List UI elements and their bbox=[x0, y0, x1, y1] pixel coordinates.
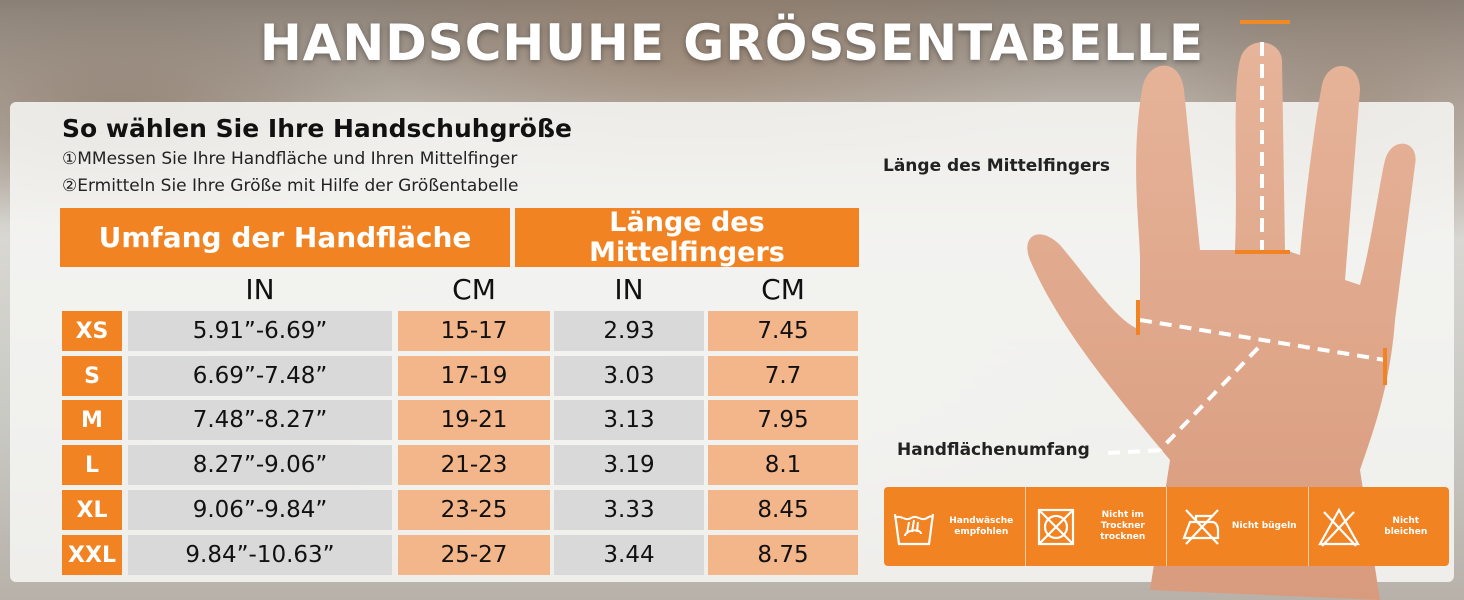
unit-palm-cm: CM bbox=[452, 272, 496, 306]
palm-cm-cell: 15-17 bbox=[398, 311, 550, 351]
care-item-no-iron: Nicht bügeln bbox=[1167, 487, 1309, 566]
hand-shape bbox=[1027, 42, 1416, 600]
header-middle-finger-length: Länge des Mittelfingers bbox=[515, 206, 859, 268]
finger-cm-cell: 7.7 bbox=[708, 356, 858, 396]
size-label: XXL bbox=[62, 535, 122, 575]
guide-step-1: ①MMessen Sie Ihre Handfläche und Ihren M… bbox=[62, 149, 518, 169]
no-iron-icon bbox=[1182, 508, 1220, 545]
finger-in-cell: 3.33 bbox=[554, 490, 704, 530]
care-label: Nicht im Trockner trocknen bbox=[1100, 510, 1146, 542]
care-label: Nicht bleichen bbox=[1384, 515, 1428, 537]
palm-circumference-line bbox=[1158, 346, 1260, 452]
finger-in-cell: 3.19 bbox=[554, 445, 704, 485]
care-instructions: Handwäsche empfohlen Nicht im Trockner t… bbox=[884, 487, 1449, 566]
size-label: XL bbox=[62, 490, 122, 530]
palm-width-line bbox=[1139, 318, 1386, 362]
unit-palm-in: IN bbox=[245, 272, 275, 306]
palm-in-cell: 6.69”-7.48” bbox=[128, 356, 392, 396]
finger-cm-cell: 7.45 bbox=[708, 311, 858, 351]
finger-in-cell: 3.44 bbox=[554, 535, 704, 575]
finger-cm-cell: 8.1 bbox=[708, 445, 858, 485]
palm-cm-cell: 19-21 bbox=[398, 400, 550, 440]
finger-in-cell: 3.13 bbox=[554, 400, 704, 440]
unit-finger-in: IN bbox=[614, 272, 644, 306]
hand-illustration bbox=[1027, 42, 1416, 600]
no-bleach-icon bbox=[1317, 507, 1360, 547]
header-finger-text: Länge des Mittelfingers bbox=[589, 206, 785, 268]
palm-in-cell: 8.27”-9.06” bbox=[128, 445, 392, 485]
hand-wash-icon bbox=[894, 513, 935, 545]
size-label: S bbox=[62, 356, 122, 396]
finger-cm-cell: 8.75 bbox=[708, 535, 858, 575]
size-label: XS bbox=[62, 311, 122, 351]
palm-cm-cell: 23-25 bbox=[398, 490, 550, 530]
size-label: L bbox=[62, 445, 122, 485]
care-label: Handwäsche empfohlen bbox=[949, 515, 1014, 537]
palm-cm-cell: 25-27 bbox=[398, 535, 550, 575]
care-item-no-bleach: Nicht bleichen bbox=[1309, 487, 1450, 566]
palm-base-line bbox=[1107, 448, 1166, 455]
finger-cm-cell: 7.95 bbox=[708, 400, 858, 440]
palm-in-cell: 7.48”-8.27” bbox=[128, 400, 392, 440]
guide-step-2: ②Ermitteln Sie Ihre Größe mit Hilfe der … bbox=[62, 176, 519, 196]
palm-in-cell: 9.84”-10.63” bbox=[128, 535, 392, 575]
finger-in-cell: 2.93 bbox=[554, 311, 704, 351]
label-palm-circumference: Handflächenumfang bbox=[897, 440, 1090, 460]
care-label: Nicht bügeln bbox=[1231, 521, 1297, 531]
label-middle-finger-length: Länge des Mittelfingers bbox=[883, 156, 1111, 176]
title-accent-bar bbox=[1240, 20, 1290, 24]
finger-in-cell: 3.03 bbox=[554, 356, 704, 396]
size-label: M bbox=[62, 400, 122, 440]
page-title: HANDSCHUHE GRÖSSENTABELLE bbox=[259, 14, 1205, 72]
care-item-hand-wash: Handwäsche empfohlen bbox=[884, 487, 1026, 566]
unit-finger-cm: CM bbox=[761, 272, 805, 306]
no-tumble-dry-icon bbox=[1037, 508, 1074, 545]
palm-cm-cell: 21-23 bbox=[398, 445, 550, 485]
header-palm-circumference: Umfang der Handfläche bbox=[60, 208, 510, 267]
palm-in-cell: 5.91”-6.69” bbox=[128, 311, 392, 351]
palm-cm-cell: 17-19 bbox=[398, 356, 550, 396]
finger-cm-cell: 8.45 bbox=[708, 490, 858, 530]
palm-in-cell: 9.06”-9.84” bbox=[128, 490, 392, 530]
care-item-no-tumble-dry: Nicht im Trockner trocknen bbox=[1026, 487, 1167, 566]
guide-heading: So wählen Sie Ihre Handschuhgröße bbox=[62, 114, 572, 143]
